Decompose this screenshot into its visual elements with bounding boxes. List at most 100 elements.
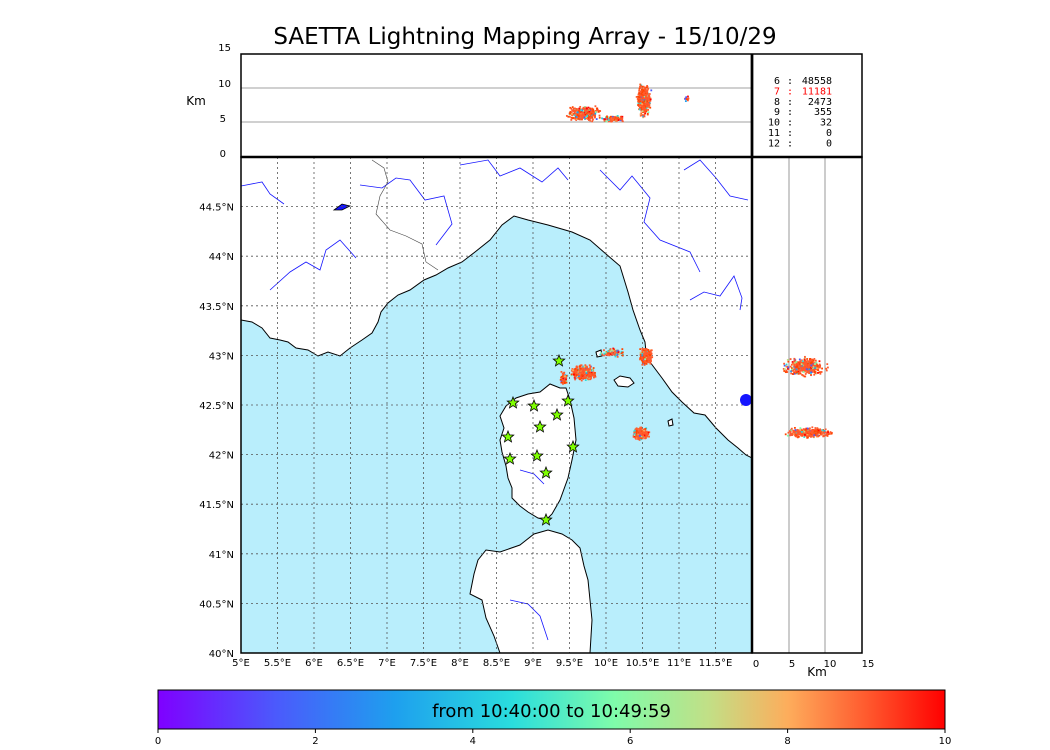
- lightning-source-point: [812, 367, 814, 370]
- lightning-source-point: [611, 116, 614, 118]
- lightning-source-point: [643, 434, 646, 437]
- lightning-source-point: [560, 375, 563, 378]
- lightning-source-point: [649, 362, 652, 365]
- lightning-source-point: [585, 112, 588, 115]
- lightning-source-point: [607, 119, 610, 122]
- lightning-source-point: [590, 371, 593, 374]
- lightning-source-point: [564, 375, 566, 378]
- colorbar-gradient: [157, 689, 946, 730]
- lightning-source-point: [598, 114, 601, 117]
- colorbar-tick-label: 10: [939, 736, 952, 747]
- altitude-scatter-points: [565, 83, 690, 123]
- lightning-source-point: [574, 370, 577, 373]
- lat-tick-label: 42.5°N: [199, 401, 234, 412]
- lightning-source-point: [643, 432, 645, 435]
- lightning-source-point: [565, 380, 568, 382]
- latitude-tick-labels: 44.5°N 44°N 43.5°N 43°N 42.5°N 42°N 41.5°N 41°N…: [199, 203, 234, 660]
- lightning-source-point: [645, 348, 648, 351]
- lightning-source-point: [589, 367, 591, 370]
- lightning-source-point: [584, 110, 587, 113]
- lightning-source-point: [803, 430, 806, 433]
- lightning-source-point: [606, 116, 609, 119]
- alt-unit-label: Km: [186, 94, 206, 108]
- lightning-source-point: [614, 116, 617, 119]
- station-count-colon: :: [787, 128, 793, 139]
- lightning-source-point: [588, 114, 591, 117]
- lightning-source-point: [563, 372, 565, 374]
- lightning-source-point: [589, 374, 592, 377]
- lightning-source-point: [641, 110, 644, 113]
- lightning-source-point: [809, 362, 812, 365]
- lightning-source-point: [637, 99, 640, 102]
- lightning-source-point: [803, 358, 806, 361]
- lightning-source-point: [644, 351, 647, 354]
- lightning-source-point: [620, 350, 623, 353]
- lightning-source-point: [641, 100, 644, 102]
- lightning-source-point: [816, 367, 818, 370]
- lightning-source-point: [808, 372, 810, 375]
- station-star: [539, 512, 553, 526]
- lightning-source-point: [578, 113, 581, 116]
- lightning-source-point: [818, 363, 821, 366]
- lightning-source-point: [577, 373, 580, 376]
- lightning-source-point: [585, 376, 588, 378]
- lightning-source-point: [811, 430, 814, 433]
- lightning-source-point: [637, 95, 640, 98]
- lightning-source-point: [641, 347, 644, 350]
- lightning-source-point: [812, 368, 815, 371]
- lightning-source-point: [805, 360, 808, 363]
- lightning-source-point: [822, 435, 825, 438]
- lightning-source-point: [639, 90, 642, 93]
- lightning-source-point: [576, 376, 579, 379]
- alt-tick-15: 15: [218, 43, 231, 54]
- station-count-value: 355: [814, 107, 832, 118]
- lightning-source-point: [564, 374, 567, 377]
- lightning-source-point: [802, 374, 804, 377]
- lightning-source-point: [788, 430, 791, 432]
- lightning-source-point: [814, 359, 817, 362]
- lightning-source-point: [649, 354, 651, 356]
- lightning-source-point: [640, 428, 643, 430]
- lightning-source-point: [817, 366, 819, 369]
- lightning-source-point: [610, 352, 613, 355]
- lightning-source-point: [590, 372, 593, 375]
- lightning-source-point: [806, 433, 809, 436]
- lightning-source-point: [642, 115, 645, 118]
- lightning-source-point: [609, 119, 612, 122]
- lightning-source-point: [621, 115, 624, 118]
- lightning-source-point: [592, 372, 595, 375]
- lightning-source-point: [648, 104, 651, 107]
- lightning-source-point: [589, 109, 592, 112]
- lightning-source-point: [575, 365, 578, 368]
- lightning-source-point: [644, 92, 646, 94]
- lightning-source-point: [640, 432, 643, 435]
- lightning-source-point: [575, 114, 577, 117]
- lightning-source-point: [811, 361, 813, 363]
- lightning-source-point: [588, 373, 591, 376]
- lightning-source-point: [620, 115, 623, 118]
- colorbar: 0 2 4 6 8 10: [155, 689, 952, 747]
- lightning-source-point: [645, 435, 648, 437]
- lightning-source-point: [574, 107, 576, 110]
- lightning-source-point: [640, 100, 643, 103]
- lightning-source-point: [798, 430, 801, 433]
- lightning-source-point: [577, 110, 580, 112]
- lightning-source-point: [807, 370, 810, 373]
- lightning-source-point: [687, 97, 690, 100]
- lightning-source-point: [808, 433, 811, 436]
- lightning-source-point: [584, 106, 586, 108]
- lightning-source-point: [592, 114, 595, 116]
- lightning-source-point: [644, 112, 647, 115]
- lightning-source-point: [829, 431, 832, 433]
- lightning-source-point: [637, 429, 640, 432]
- lightning-source-point: [610, 120, 613, 123]
- lightning-source-point: [806, 360, 809, 362]
- lightning-source-point: [808, 366, 811, 369]
- lightning-source-point: [565, 381, 568, 384]
- side-scatter-points: [782, 355, 833, 439]
- lightning-source-point: [647, 94, 650, 97]
- lightning-source-point: [645, 96, 647, 99]
- lightning-source-point: [643, 348, 646, 350]
- lightning-source-point: [606, 117, 609, 120]
- lightning-source-point: [605, 353, 608, 355]
